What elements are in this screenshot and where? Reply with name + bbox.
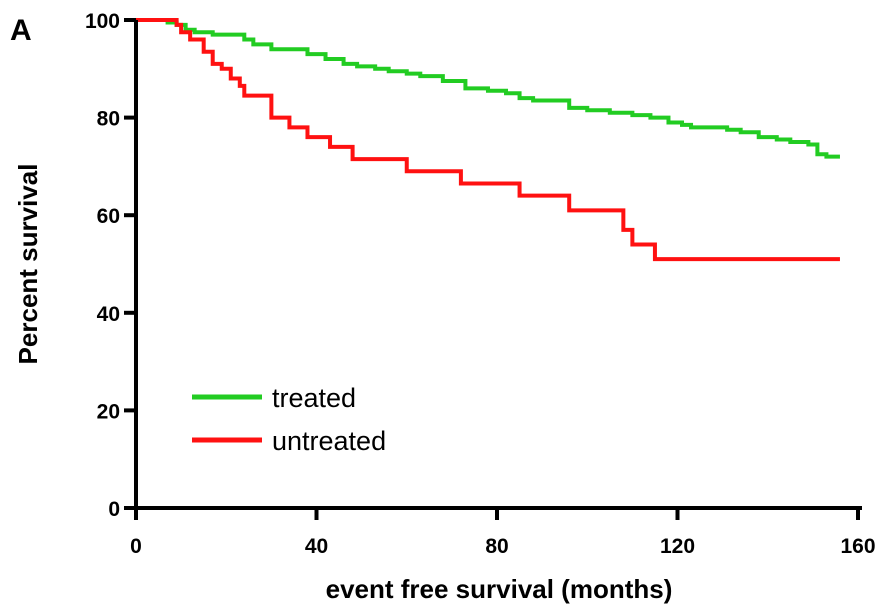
x-tick-label: 0 xyxy=(130,535,142,558)
y-tick-label: 0 xyxy=(108,498,120,521)
x-tick-label: 80 xyxy=(485,535,508,558)
y-tick-label: 100 xyxy=(85,10,120,33)
x-tick-label: 160 xyxy=(840,535,875,558)
legend-label-untreated: untreated xyxy=(272,426,386,456)
x-ticks: 0 40 80 120 160 xyxy=(130,508,876,558)
legend: treated untreated xyxy=(192,383,386,456)
y-tick-label: 80 xyxy=(97,108,120,131)
panel-label: A xyxy=(10,14,32,47)
x-axis-title: event free survival (months) xyxy=(326,574,673,604)
plot-series xyxy=(136,18,840,262)
series-line-untreated xyxy=(136,18,840,262)
y-tick-label: 40 xyxy=(97,303,120,326)
y-tick-label: 60 xyxy=(97,205,120,228)
y-axis-title: Percent survival xyxy=(13,164,43,365)
y-tick-label: 20 xyxy=(97,400,120,423)
x-tick-label: 120 xyxy=(660,535,695,558)
series-line-treated xyxy=(136,18,840,159)
y-ticks: 0 20 40 60 80 100 xyxy=(85,10,136,521)
x-tick-label: 40 xyxy=(305,535,328,558)
legend-label-treated: treated xyxy=(272,383,356,413)
